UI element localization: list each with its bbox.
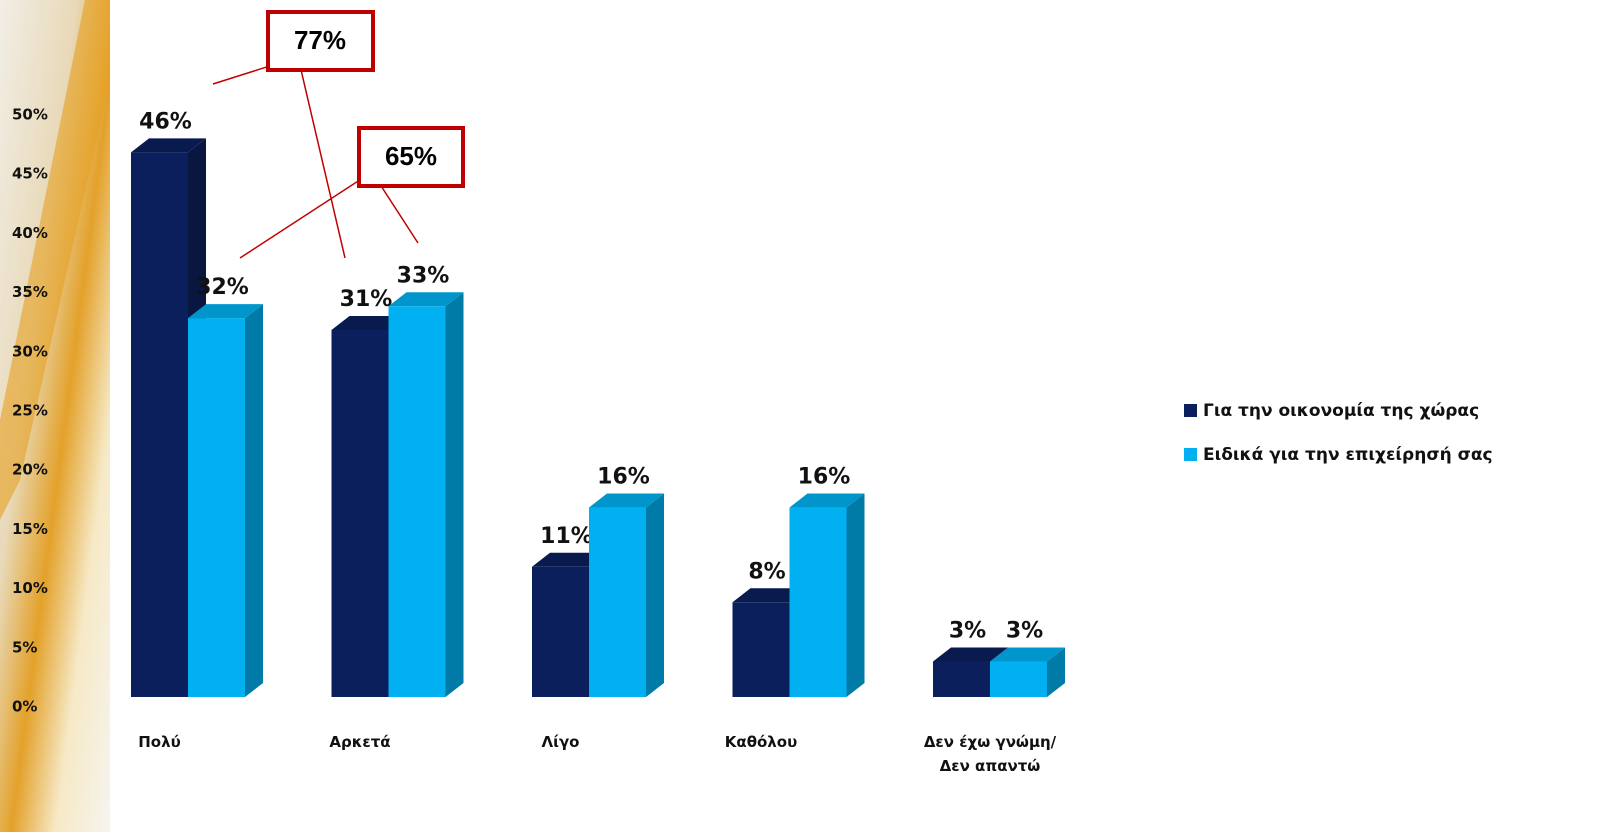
bar-face <box>990 661 1047 697</box>
data-label: 32% <box>196 275 249 300</box>
bar <box>188 304 263 697</box>
y-tick-label: 35% <box>12 283 48 301</box>
bar-face <box>245 304 263 697</box>
legend-swatch <box>1184 404 1197 417</box>
bar-face <box>789 507 847 697</box>
bar-face <box>732 602 790 697</box>
legend-label: Για την οικονομία της χώρας <box>1203 401 1479 421</box>
y-tick-label: 0% <box>12 698 37 716</box>
annotation-line <box>212 56 346 259</box>
bar-face <box>188 318 245 697</box>
bar <box>789 493 865 697</box>
x-tick-label: Λίγο <box>541 733 580 751</box>
annotation: 65% <box>385 141 437 171</box>
data-label: 3% <box>1006 618 1043 643</box>
bar-face <box>1047 647 1065 697</box>
y-tick-label: 25% <box>12 402 48 420</box>
bar-face <box>188 304 263 319</box>
data-label: 31% <box>340 287 393 312</box>
bar-face <box>331 329 389 697</box>
y-tick-label: 20% <box>12 461 48 479</box>
bar-face <box>589 493 664 508</box>
bar-face <box>646 493 664 697</box>
data-label: 11% <box>540 524 593 549</box>
bar-face <box>131 152 188 698</box>
bar-face <box>445 292 464 697</box>
data-label: 46% <box>139 109 192 134</box>
bar-face <box>532 552 607 567</box>
legend-swatch <box>1184 448 1197 461</box>
bar-face <box>532 566 589 697</box>
decoration <box>0 0 110 520</box>
bar <box>990 647 1065 697</box>
annotation-box <box>266 10 375 72</box>
y-tick-label: 45% <box>12 165 48 183</box>
data-label: 3% <box>949 618 986 643</box>
y-tick-label: 10% <box>12 579 48 597</box>
y-tick-label: 5% <box>12 638 37 656</box>
x-tick-label: Καθόλου <box>724 733 798 751</box>
y-tick-label: 30% <box>12 342 48 360</box>
y-tick-label: 40% <box>12 224 48 242</box>
y-tick-label: 50% <box>12 106 48 124</box>
legend-label: Ειδικά για την επιχείρησή σας <box>1203 445 1493 465</box>
bar <box>388 292 464 697</box>
bar-face <box>732 588 808 603</box>
x-tick-label: Αρκετά <box>329 733 391 751</box>
bar-face <box>789 493 865 508</box>
data-label: 33% <box>397 263 450 288</box>
x-tick-label: Δεν έχω γνώμη/Δεν απαντώ <box>923 733 1057 775</box>
bar-face <box>589 507 646 697</box>
y-tick-label: 15% <box>12 520 48 538</box>
bar-face <box>331 315 407 330</box>
bar-face <box>388 306 446 697</box>
annotation: 77% <box>294 25 346 55</box>
bar-face <box>933 647 1008 662</box>
bar <box>589 493 664 697</box>
annotation-box <box>357 126 465 188</box>
bar-face <box>846 493 865 697</box>
data-label: 16% <box>798 465 851 490</box>
bar-face <box>933 661 990 697</box>
bar-face <box>990 647 1065 662</box>
data-label: 16% <box>597 465 650 490</box>
bar-face <box>388 292 464 307</box>
x-tick-label: Πολύ <box>138 733 181 751</box>
data-label: 8% <box>748 559 785 584</box>
bar-face <box>131 138 206 153</box>
